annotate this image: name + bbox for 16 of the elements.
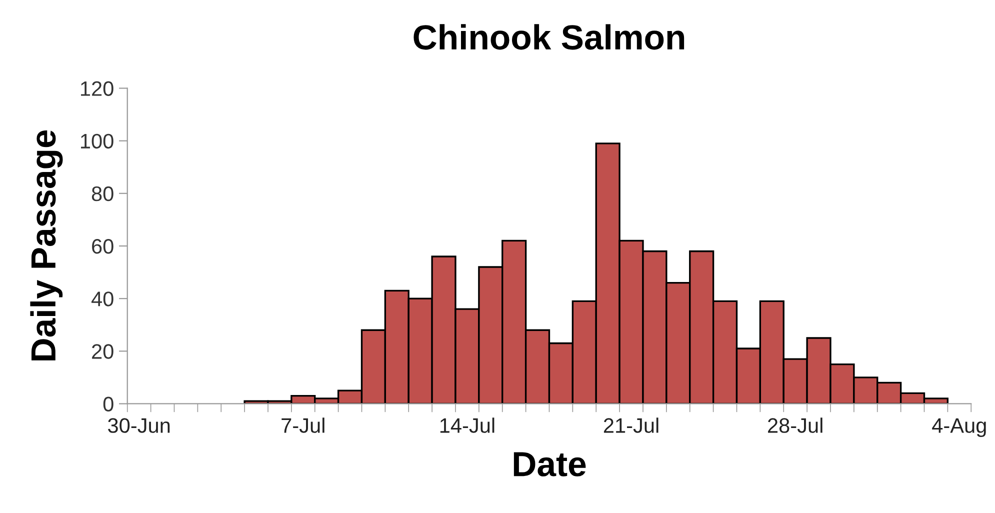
x-tick-label: 7-Jul	[282, 418, 324, 433]
x-tick-label: 30-Jun	[108, 418, 170, 433]
y-tick-label: 100	[81, 134, 114, 149]
y-axis-title: Daily Passage	[30, 130, 63, 360]
y-tick-label: 0	[103, 396, 114, 412]
y-tick-label: 20	[92, 344, 114, 359]
chart-title: Chinook Salmon	[414, 24, 684, 50]
y-tick-label: 60	[92, 238, 114, 254]
x-tick-label: 14-Jul	[440, 418, 494, 433]
y-tick-label: 80	[92, 186, 114, 202]
x-axis-title: Date	[514, 452, 586, 476]
x-tick-label: 21-Jul	[604, 418, 658, 433]
x-tick-label: 28-Jul	[768, 418, 822, 433]
y-tick-label: 40	[91, 292, 114, 306]
y-tick-label: 120	[81, 81, 114, 96]
x-tick-label: 4-Aug	[932, 418, 986, 438]
